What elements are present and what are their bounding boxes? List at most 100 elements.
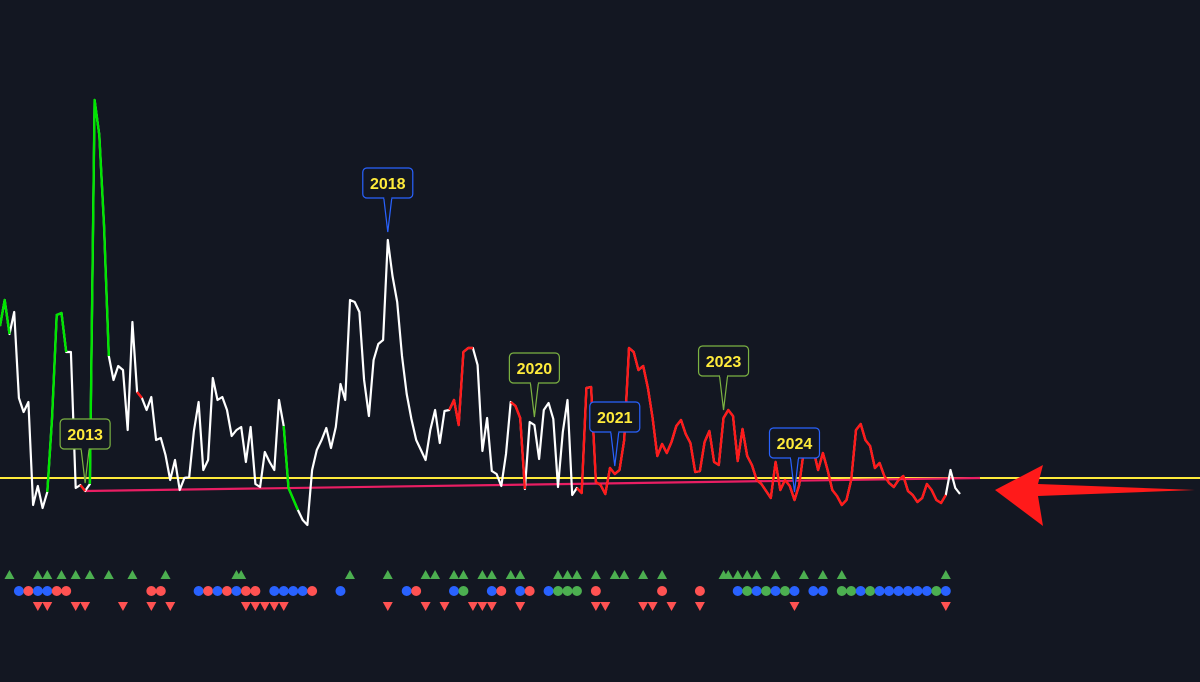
signal-dot-28 <box>524 586 535 596</box>
signal-dot-8 <box>193 586 204 596</box>
down-triangle-marker-18 <box>515 602 526 611</box>
signal-dot-3 <box>42 586 53 596</box>
signal-dot-40 <box>770 586 781 596</box>
up-triangle-marker-35 <box>798 570 809 579</box>
down-triangle-marker-5 <box>146 602 157 611</box>
up-triangle-marker-32 <box>742 570 753 579</box>
signal-dot-23 <box>448 586 459 596</box>
up-triangle-marker-0 <box>4 570 15 579</box>
up-triangle-marker-19 <box>505 570 516 579</box>
up-triangle-marker-11 <box>344 570 355 579</box>
signal-dot-21 <box>401 586 412 596</box>
signal-dot-41 <box>780 586 791 596</box>
down-triangle-marker-2 <box>70 602 81 611</box>
signal-dot-43 <box>808 586 819 596</box>
up-triangle-marker-20 <box>515 570 526 579</box>
signal-dot-13 <box>240 586 251 596</box>
series-segment-bear-2 <box>79 484 87 492</box>
signal-dot-37 <box>742 586 753 596</box>
callout-2021: 2021 <box>589 401 641 467</box>
signal-dot-6 <box>146 586 157 596</box>
signal-dot-39 <box>761 586 772 596</box>
signal-dot-9 <box>203 586 214 596</box>
down-triangle-marker-13 <box>420 602 431 611</box>
up-triangle-marker-24 <box>590 570 601 579</box>
down-triangle-marker-10 <box>269 602 280 611</box>
arrow-layer <box>995 465 1195 526</box>
up-triangle-marker-17 <box>477 570 488 579</box>
signal-dot-34 <box>657 586 668 596</box>
up-triangle-marker-27 <box>638 570 649 579</box>
signal-dot-33 <box>590 586 601 596</box>
down-triangle-marker-3 <box>80 602 91 611</box>
series-segment-bear-7 <box>509 401 527 490</box>
signal-dot-44 <box>817 586 828 596</box>
callout-join <box>790 456 798 459</box>
marker-layer <box>4 570 951 611</box>
signal-dot-5 <box>61 586 72 596</box>
up-triangle-marker-36 <box>817 570 828 579</box>
callout-pointer <box>718 375 729 411</box>
down-triangle-marker-6 <box>165 602 176 611</box>
down-triangle-marker-20 <box>600 602 611 611</box>
down-triangle-marker-26 <box>940 602 951 611</box>
signal-dot-35 <box>694 586 705 596</box>
signal-dot-50 <box>884 586 895 596</box>
down-triangle-marker-22 <box>647 602 658 611</box>
callout-layer: 2013 2018 2020 2021 2023 2024 <box>59 167 821 493</box>
up-triangle-marker-15 <box>448 570 459 579</box>
signal-dot-48 <box>865 586 876 596</box>
callout-2023: 2023 <box>697 345 750 411</box>
signal-dot-12 <box>231 586 242 596</box>
callout-join <box>384 196 392 199</box>
up-triangle-marker-1 <box>32 570 43 579</box>
up-triangle-marker-26 <box>619 570 630 579</box>
signal-dot-46 <box>846 586 857 596</box>
callout-2020: 2020 <box>508 352 560 418</box>
signal-dot-52 <box>902 586 913 596</box>
up-triangle-marker-3 <box>56 570 67 579</box>
up-triangle-marker-38 <box>940 570 951 579</box>
signal-dot-18 <box>297 586 308 596</box>
down-triangle-marker-16 <box>477 602 488 611</box>
callout-pointer <box>383 197 393 233</box>
signal-dot-31 <box>562 586 573 596</box>
signal-dot-24 <box>458 586 469 596</box>
signal-dot-45 <box>836 586 847 596</box>
series-segment-bull-1 <box>46 311 68 493</box>
series-segment-bull-0 <box>0 298 11 335</box>
signal-dot-55 <box>931 586 942 596</box>
signal-dot-15 <box>269 586 280 596</box>
signal-dot-56 <box>940 586 951 596</box>
signal-dot-16 <box>278 586 289 596</box>
series-segment-bear-8 <box>576 346 947 507</box>
signal-dot-32 <box>571 586 582 596</box>
signal-dot-26 <box>496 586 507 596</box>
series-segment-bull-3 <box>88 98 110 485</box>
down-triangle-marker-15 <box>467 602 478 611</box>
callout-pointer <box>529 382 539 418</box>
up-triangle-marker-7 <box>127 570 138 579</box>
up-triangle-marker-6 <box>103 570 114 579</box>
down-triangle-marker-25 <box>789 602 800 611</box>
up-triangle-marker-22 <box>562 570 573 579</box>
signal-dot-20 <box>335 586 346 596</box>
signal-dot-10 <box>212 586 223 596</box>
series-segment-bull-5 <box>282 425 300 511</box>
signal-dot-4 <box>51 586 62 596</box>
up-triangle-marker-21 <box>553 570 564 579</box>
up-triangle-marker-33 <box>751 570 762 579</box>
signal-dot-25 <box>486 586 497 596</box>
down-triangle-marker-14 <box>439 602 450 611</box>
signal-dot-11 <box>221 586 232 596</box>
series-layer <box>0 98 961 527</box>
down-triangle-marker-24 <box>694 602 705 611</box>
signal-dot-38 <box>751 586 762 596</box>
callout-label: 2020 <box>517 361 553 378</box>
signal-dot-36 <box>732 586 743 596</box>
up-triangle-marker-37 <box>836 570 847 579</box>
callout-label: 2013 <box>67 427 103 444</box>
signal-dot-30 <box>553 586 564 596</box>
signal-dot-14 <box>250 586 261 596</box>
